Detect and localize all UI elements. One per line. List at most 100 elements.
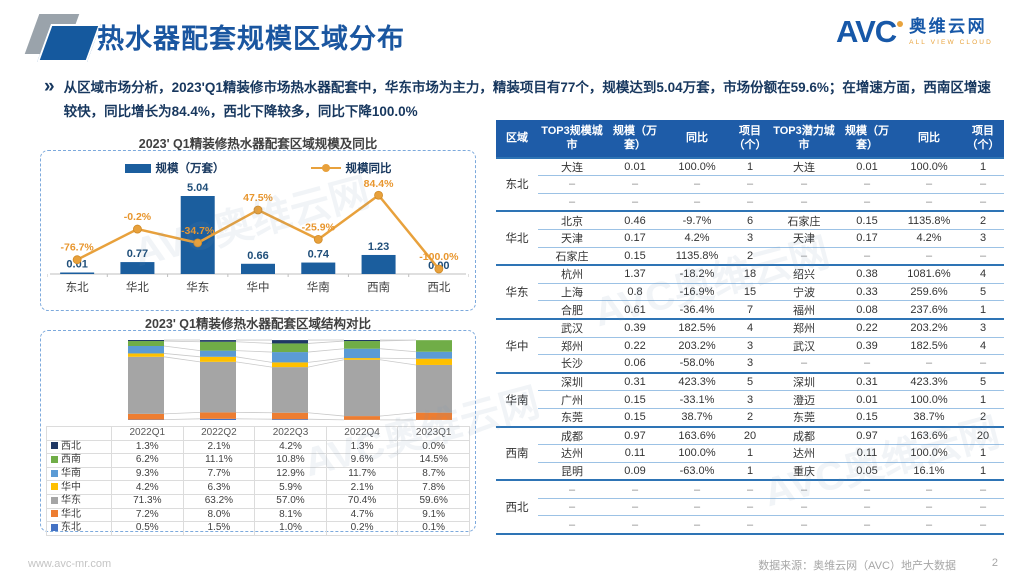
share-value-cell: 71.3% bbox=[111, 493, 184, 509]
line-legend-dot-icon bbox=[321, 163, 330, 172]
structure-table-row: 东北 0.5% 1.5% 1.0% 0.2% 0.1% bbox=[46, 521, 470, 536]
value-cell: 3 bbox=[730, 354, 770, 373]
value-cell: – bbox=[962, 515, 1004, 535]
value-cell: – bbox=[838, 354, 896, 373]
page-title: 热水器配套规模区域分布 bbox=[97, 24, 405, 54]
value-cell: – bbox=[538, 192, 606, 212]
quarter-header: 2022Q1 bbox=[111, 426, 184, 441]
region-legend-cell: 西北 bbox=[46, 439, 112, 455]
table-row: 达州 0.11 100.0% 1 达州 0.11 100.0% 1 bbox=[496, 444, 1004, 463]
value-cell: – bbox=[838, 175, 896, 194]
value-cell: – bbox=[730, 192, 770, 212]
value-cell: – bbox=[962, 497, 1004, 516]
value-cell: – bbox=[538, 479, 606, 499]
value-cell: 1135.8% bbox=[664, 246, 730, 266]
value-cell: 0.11 bbox=[606, 444, 664, 463]
share-value-cell: 14.5% bbox=[397, 453, 470, 468]
value-cell: – bbox=[770, 354, 838, 373]
value-cell: 0.61 bbox=[606, 300, 664, 319]
value-cell: 3 bbox=[962, 317, 1004, 338]
share-value-cell: 6.3% bbox=[182, 480, 256, 495]
value-cell: 4 bbox=[962, 264, 1004, 284]
region-cell: 东北 bbox=[496, 156, 538, 212]
column-header: TOP3规模城市 bbox=[538, 120, 606, 158]
value-cell: 7 bbox=[730, 300, 770, 319]
value-cell: 0.15 bbox=[606, 407, 664, 427]
share-value-cell: 8.7% bbox=[397, 466, 470, 482]
table-row: – – – – – – – – bbox=[496, 515, 1004, 535]
svg-text:0.74: 0.74 bbox=[308, 249, 330, 261]
legend-swatch-icon bbox=[51, 510, 58, 518]
region-cell: 华北 bbox=[496, 210, 538, 266]
value-cell: 2 bbox=[730, 246, 770, 266]
footer-data-source: 数据来源：奥维云网（AVC）地产大数据 bbox=[758, 560, 956, 572]
value-cell: 上海 bbox=[538, 282, 606, 301]
svg-text:-34.7%: -34.7% bbox=[181, 225, 215, 237]
value-cell: 4 bbox=[962, 336, 1004, 355]
quarter-header: 2023Q1 bbox=[397, 426, 470, 441]
value-cell: 182.5% bbox=[896, 336, 962, 355]
value-cell: – bbox=[838, 497, 896, 516]
region-table-body: 东北 大连 0.01 100.0% 1 大连 0.01 100.0% 1– – – – – – – – – – – –… bbox=[496, 156, 1004, 535]
column-header: 规模（万套） bbox=[606, 120, 664, 158]
share-value-cell: 0.5% bbox=[111, 521, 184, 536]
legend-swatch-icon bbox=[51, 442, 58, 450]
value-cell: 0.15 bbox=[838, 210, 896, 230]
value-cell: 武汉 bbox=[538, 317, 606, 338]
value-cell: 合肥 bbox=[538, 300, 606, 319]
share-value-cell: 1.5% bbox=[182, 521, 256, 536]
value-cell: 绍兴 bbox=[770, 264, 838, 284]
value-cell: 东莞 bbox=[538, 407, 606, 427]
svg-text:西北: 西北 bbox=[427, 281, 450, 294]
value-cell: 0.46 bbox=[606, 210, 664, 230]
value-cell: 0.15 bbox=[606, 390, 664, 409]
legend-swatch-icon bbox=[51, 483, 58, 491]
table-row: 石家庄 0.15 1135.8% 2– – – – bbox=[496, 246, 1004, 266]
share-value-cell: 4.2% bbox=[111, 480, 184, 495]
value-cell: 0.09 bbox=[606, 461, 664, 481]
value-cell: – bbox=[538, 515, 606, 535]
value-cell: 3 bbox=[962, 228, 1004, 248]
value-cell: 1 bbox=[962, 461, 1004, 481]
value-cell: 100.0% bbox=[896, 444, 962, 463]
value-cell: 0.17 bbox=[838, 228, 896, 248]
column-header: 项目（个） bbox=[730, 120, 770, 158]
share-value-cell: 2.1% bbox=[325, 480, 399, 495]
value-cell: – bbox=[896, 479, 962, 499]
value-cell: 0.01 bbox=[838, 390, 896, 409]
structure-table: 2022Q1 2022Q2 2022Q3 2022Q4 2023Q1 西北 1.3% 2.1%… bbox=[46, 426, 470, 536]
value-cell: -58.0% bbox=[664, 354, 730, 373]
value-cell: 1.37 bbox=[606, 264, 664, 284]
value-cell: 东莞 bbox=[770, 407, 838, 427]
region-legend-cell: 华中 bbox=[46, 480, 112, 495]
value-cell: 203.2% bbox=[896, 317, 962, 338]
region-table: 区域 TOP3规模城市 规模（万套） 同比 项目（个） TOP3潜力城市 规模（万套） 同比项… bbox=[496, 120, 1004, 535]
value-cell: 100.0% bbox=[896, 390, 962, 409]
share-value-cell: 7.2% bbox=[111, 507, 184, 523]
value-cell: 16.1% bbox=[896, 461, 962, 481]
value-cell: – bbox=[962, 354, 1004, 373]
share-value-cell: 1.0% bbox=[254, 521, 327, 536]
share-value-cell: 11.7% bbox=[325, 466, 399, 482]
column-header: TOP3潜力城市 bbox=[770, 120, 838, 158]
avc-logo-dot-icon bbox=[897, 21, 904, 27]
value-cell: 100.0% bbox=[664, 444, 730, 463]
region-table-wrap: 区域 TOP3规模城市 规模（万套） 同比 项目（个） TOP3潜力城市 规模（万套） 同比项… bbox=[496, 120, 1004, 535]
intro-block: » 从区域市场分析，2023'Q1精装修市场热水器配套中，华东市场为主力，精装项… bbox=[44, 76, 1000, 125]
value-cell: 宁波 bbox=[770, 282, 838, 301]
region-cell: 华中 bbox=[496, 317, 538, 373]
table-row: 合肥 0.61 -36.4% 7 福州 0.08 237.6% 1 bbox=[496, 300, 1004, 319]
value-cell: 6 bbox=[730, 210, 770, 230]
region-cell: 华东 bbox=[496, 264, 538, 319]
value-cell: 1 bbox=[962, 300, 1004, 319]
value-cell: 18 bbox=[730, 264, 770, 284]
value-cell: 20 bbox=[962, 425, 1004, 445]
column-header: 区域 bbox=[496, 120, 538, 158]
value-cell: 0.06 bbox=[606, 354, 664, 373]
line-legend-swatch-icon bbox=[310, 163, 341, 172]
value-cell: 2 bbox=[962, 407, 1004, 427]
value-cell: 北京 bbox=[538, 210, 606, 230]
share-value-cell: 70.4% bbox=[325, 493, 399, 509]
share-value-cell: 8.1% bbox=[254, 507, 327, 523]
scale-yoy-chart-svg: 0.01东北0.77华北5.04华东0.66华中0.74华南1.23西南0.00… bbox=[47, 178, 469, 294]
